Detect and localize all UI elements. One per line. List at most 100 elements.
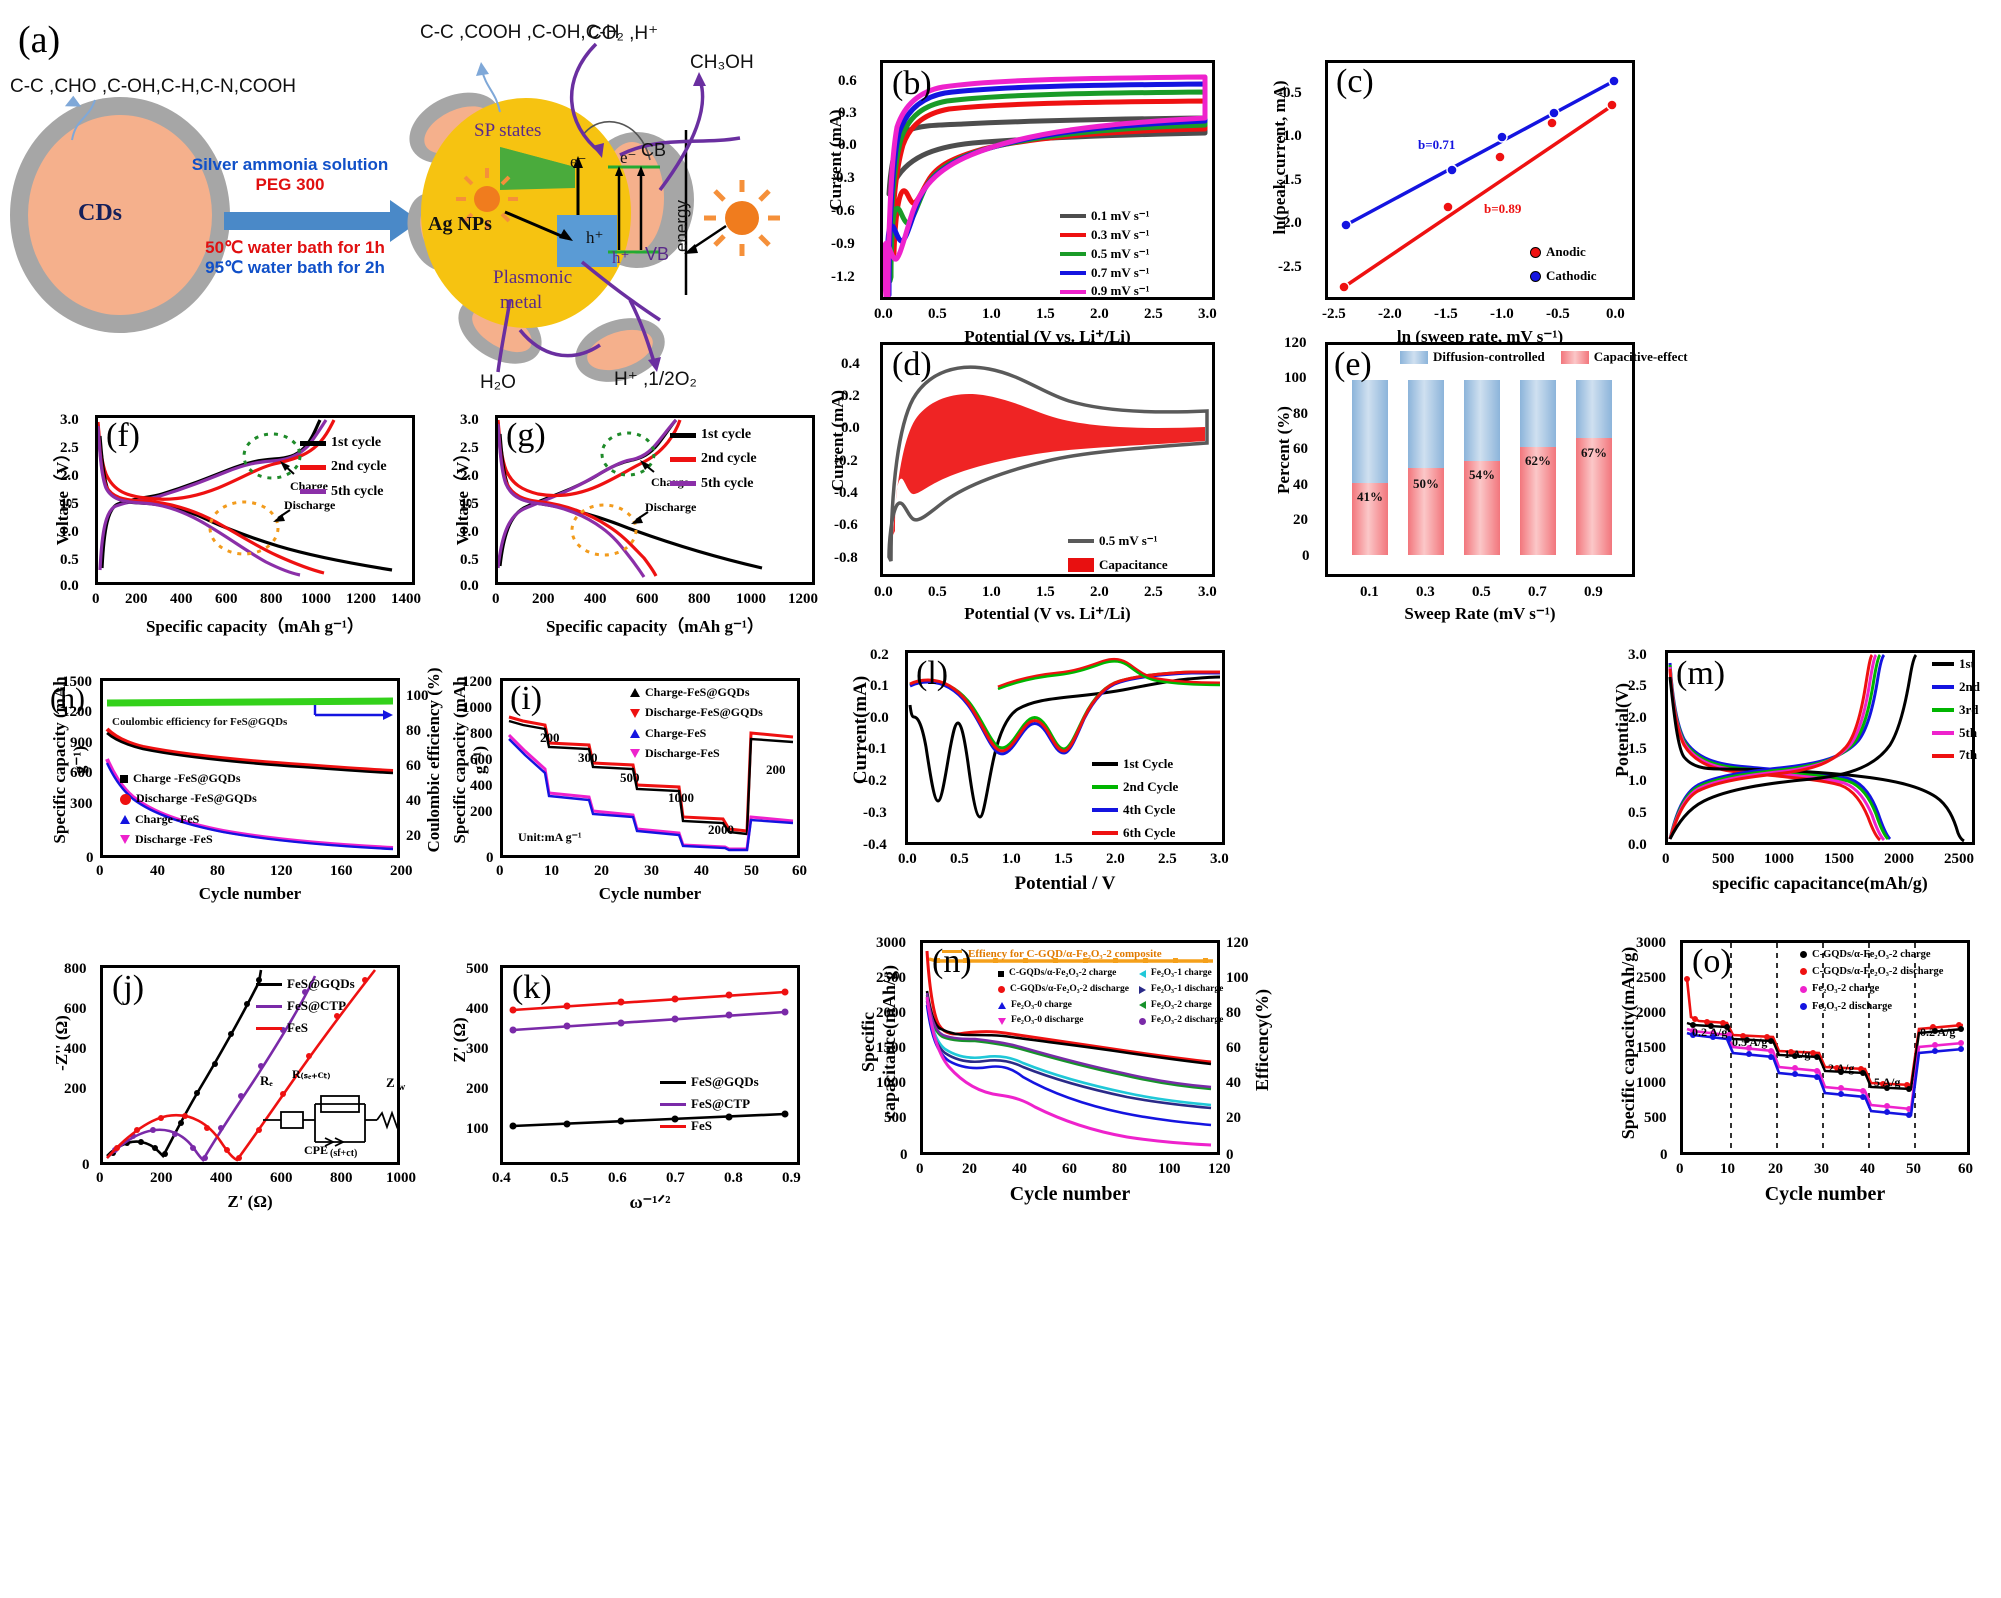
panel-g-ylabel: Voltage（V） <box>453 444 472 546</box>
panel-c-annotation-anodic: b=0.89 <box>1484 201 1522 216</box>
panel-i-xtick-5: 50 <box>744 863 759 879</box>
panel-d-ytick-2: 0.0 <box>841 420 860 436</box>
panel-e-xlabel: Sweep Rate (mV s⁻¹) <box>1404 604 1556 623</box>
panel-g-label: (g) <box>506 417 546 454</box>
panel-c-ytick-2: -1.5 <box>1278 172 1302 188</box>
ag-nps-label: Ag NPs <box>428 213 492 235</box>
panel-k-plot <box>500 965 800 1165</box>
panel-j-circuit-cpe: CPE <box>304 1143 328 1157</box>
panel-o-xtick-1: 10 <box>1720 1161 1735 1177</box>
panel-g-plot <box>495 415 815 585</box>
panel-c-ytick-0: -0.5 <box>1278 85 1302 101</box>
legend-label: C-GQDs/α-Fe₂O₃-2 discharge <box>1010 983 1129 994</box>
panel-b: (b) 0.6 0.3 0.0 -0.3 -0.6 -0.9 -1.2 0.0 … <box>810 25 1230 346</box>
legend-swatch <box>1092 830 1118 835</box>
panel-d-legend: 0.5 mV s⁻¹ Capacitance <box>1068 532 1168 575</box>
panel-m-xtick-3: 1500 <box>1824 851 1854 867</box>
panel-m-ytick-5: 0.5 <box>1628 805 1647 821</box>
legend-label: Discharge-FeS <box>645 746 720 761</box>
panel-g-annot-discharge: Discharge <box>645 500 697 514</box>
panel-j-label: (j) <box>112 969 145 1006</box>
panel-l-ytick-0: 0.2 <box>870 647 889 663</box>
legend-marker <box>1530 246 1541 258</box>
legend-swatch <box>256 982 282 986</box>
panel-h-legend: Charge -FeS@GQDs Discharge -FeS@GQDs Cha… <box>120 770 257 849</box>
panel-e-xtick-0: 0.1 <box>1360 584 1379 600</box>
legend-swatch <box>660 1080 686 1084</box>
legend-swatch <box>1932 708 1954 713</box>
panel-i-plot <box>500 678 800 858</box>
panel-l-xtick-5: 2.5 <box>1158 851 1177 867</box>
panel-f-label: (f) <box>106 417 140 454</box>
legend-marker-triangle <box>120 814 130 824</box>
panel-d-ytick-5: -0.6 <box>834 517 858 533</box>
panel-f-ytick-6: 0.0 <box>60 578 79 594</box>
panel-n-ylabel-left: Specific capacitance(mAh/g) <box>858 965 899 1119</box>
legend-label: 0.5 mV s⁻¹ <box>1091 245 1150 261</box>
panel-l-plot <box>905 650 1225 845</box>
legend-swatch <box>1060 252 1086 257</box>
legend-item: 2nd cycle <box>300 457 387 477</box>
legend-marker-triangle <box>630 728 640 738</box>
panel-f-xtick-3: 600 <box>215 591 238 607</box>
legend-item: 0.9 mV s⁻¹ <box>1060 282 1150 301</box>
legend-item: Charge-FeS@GQDs <box>630 684 763 701</box>
panel-j: (j) Rₑ R₍ₛₑ₊ᴄₜ₎ Z w CPE (sf+ct) 800 600 … <box>20 945 440 1235</box>
legend-marker-square <box>998 970 1004 977</box>
legend-swatch <box>1060 270 1086 275</box>
panel-a-left-species: C-C ,CHO ,C-OH,C-H,C-N,COOH <box>10 76 297 97</box>
panel-k-xtick-2: 0.6 <box>608 1170 627 1186</box>
panel-b-ytick-2: 0.0 <box>838 137 857 153</box>
legend-item: 0.1 mV s⁻¹ <box>1060 207 1150 226</box>
panel-m-xtick-0: 0 <box>1662 851 1670 867</box>
panel-i-xtick-6: 60 <box>792 863 807 879</box>
legend-label: Diffusion-controlled <box>1433 349 1545 364</box>
legend-label: 5th cycle <box>701 475 754 491</box>
legend-swatch <box>1092 762 1118 767</box>
panel-o-legend: C-GQDs/α-Fe₂O₃-2 charge C-GQDs/α-Fe₂O₃-2… <box>1800 947 1943 1014</box>
panel-f-ytick-4: 1.0 <box>60 524 79 540</box>
panel-k-ytick-4: 100 <box>466 1121 489 1137</box>
panel-k-xtick-4: 0.8 <box>724 1170 743 1186</box>
panel-k-ylabel: Z' (Ω) <box>450 1017 469 1063</box>
panel-o-rate-0: 0.2 A/g <box>1692 1025 1728 1039</box>
panel-c-legend: Anodic Cathodic <box>1530 243 1597 286</box>
legend-item: Capacitive-effect <box>1560 348 1688 367</box>
legend-label: Charge-FeS@GQDs <box>645 685 750 699</box>
electron-label-right: e⁻ <box>620 148 637 167</box>
panel-n-xtick-3: 60 <box>1062 1161 1077 1177</box>
legend-item: 1st Cycle <box>1092 755 1178 774</box>
panel-n-ytickL-6: 0 <box>900 1147 908 1163</box>
panel-l-label: (l) <box>916 655 949 692</box>
panel-g-xtick-5: 1000 <box>736 591 766 607</box>
legend-item: Discharge-FeS@GQDs <box>630 704 763 721</box>
legend-swatch <box>256 1004 282 1008</box>
legend-label: Fe₂O₃-2 charge <box>1150 999 1212 1010</box>
legend-swatch <box>256 1026 282 1030</box>
panel-j-ytick-3: 200 <box>64 1081 87 1097</box>
legend-label: FeS@GQDs <box>691 1074 759 1089</box>
legend-label: Fe₂O₃-0 discharge <box>1011 1015 1084 1026</box>
panel-i-rate-4: 2000 <box>708 822 734 837</box>
panel-e-ytick-3: 60 <box>1293 441 1308 457</box>
panel-e-ytick-4: 40 <box>1293 477 1308 493</box>
panel-d-ytick-4: -0.4 <box>834 485 858 501</box>
legend-item: Fe₂O₃-0 discharge <box>998 1014 1129 1028</box>
legend-item: Fe₂O₃-2 charge <box>1138 999 1223 1013</box>
panel-i-legend: Charge-FeS@GQDs Discharge-FeS@GQDs Charg… <box>630 684 763 763</box>
legend-marker-circle <box>1800 968 1807 976</box>
panel-c-ytick-3: -2.0 <box>1278 215 1302 231</box>
panel-g-legend: 1st cycle 2nd cycle 5th cycle <box>670 425 757 494</box>
panel-b-xtick-2: 1.0 <box>982 306 1001 322</box>
legend-marker <box>1530 270 1541 282</box>
panel-k-ytick-3: 200 <box>466 1081 489 1097</box>
panel-o-rate-3: 2 A/g <box>1828 1061 1855 1075</box>
legend-swatch <box>1932 662 1954 667</box>
panel-m-ytick-0: 3.0 <box>1628 647 1647 663</box>
panel-f-xlabel: Specific capacity（mAh g⁻¹） <box>145 617 365 636</box>
panel-i-rate-1: 300 <box>578 750 598 765</box>
panel-h-xtick-2: 80 <box>210 863 225 879</box>
panel-h-ytickL-5: 0 <box>86 850 94 866</box>
legend-label: 2nd cycle <box>331 459 387 475</box>
panel-o-ytick-4: 1000 <box>1636 1075 1666 1091</box>
